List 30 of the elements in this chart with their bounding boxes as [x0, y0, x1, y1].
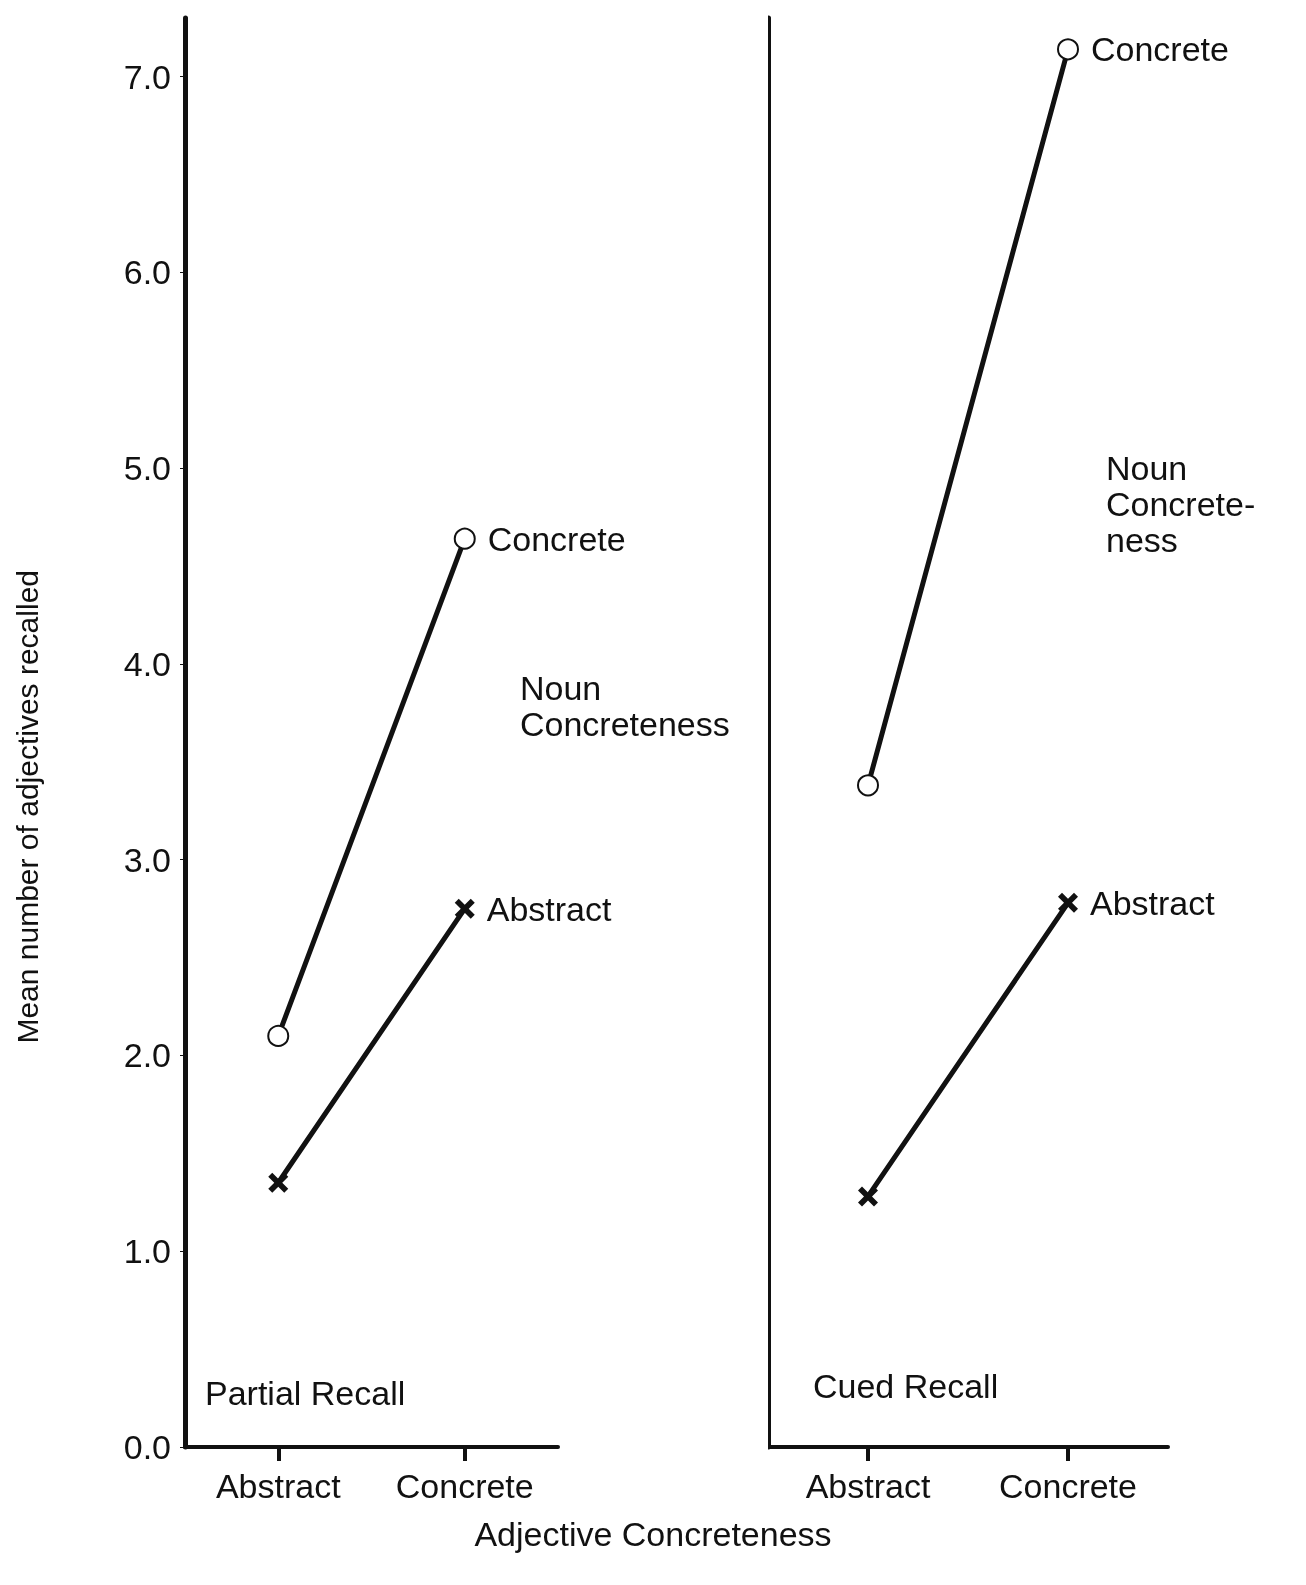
x-tick-label: Concrete	[999, 1467, 1137, 1505]
point	[453, 527, 476, 550]
y-tick-label: 4.0	[123, 644, 171, 683]
annotation: Noun Concrete- ness	[1106, 449, 1256, 559]
y-tick-label: 1.0	[123, 1232, 171, 1271]
annotation: Noun Concreteness	[520, 669, 730, 743]
series-label: Concrete	[487, 519, 626, 558]
point	[1058, 892, 1078, 913]
y-tick-label: 5.0	[123, 449, 171, 488]
series-label: Concrete	[1091, 30, 1229, 69]
x-tick-label: Abstract	[215, 1467, 342, 1505]
point	[454, 898, 475, 919]
point	[267, 1024, 290, 1047]
y-tick-label: 3.0	[123, 840, 171, 879]
annotation: Partial Recall	[205, 1374, 406, 1412]
x-tick-label: Concrete	[395, 1467, 534, 1505]
y-tick-label: 2.0	[123, 1036, 171, 1075]
series-label: Abstract	[486, 889, 613, 928]
x-axis-title: Adjective Concreteness	[473, 1515, 833, 1554]
y-tick-label: 7.0	[123, 57, 171, 96]
point	[1057, 38, 1079, 61]
annotation: Cued Recall	[813, 1367, 999, 1405]
x-tick-label: Abstract	[805, 1467, 931, 1505]
point	[268, 1172, 289, 1193]
y-tick-label: 0.0	[123, 1428, 171, 1466]
y-axis-title: Mean number of adjectives recalled	[10, 569, 44, 1044]
point	[858, 1186, 878, 1207]
point	[857, 774, 879, 797]
y-tick-label: 6.0	[123, 253, 171, 292]
series-label: Abstract	[1090, 883, 1216, 922]
